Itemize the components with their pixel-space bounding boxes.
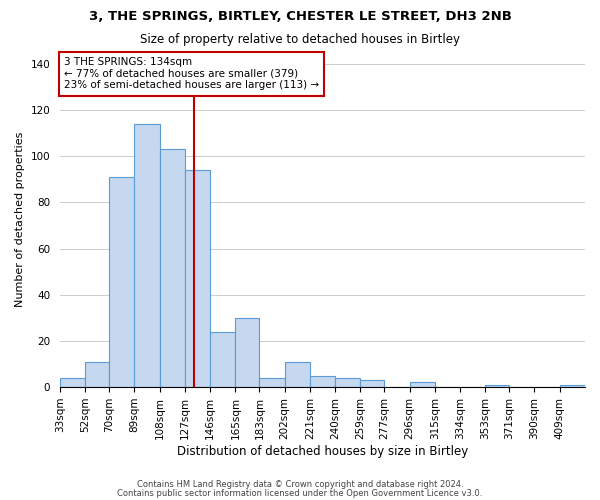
Bar	[160, 150, 185, 387]
Text: 3, THE SPRINGS, BIRTLEY, CHESTER LE STREET, DH3 2NB: 3, THE SPRINGS, BIRTLEY, CHESTER LE STRE…	[89, 10, 511, 23]
Bar	[485, 385, 509, 387]
Text: Contains HM Land Registry data © Crown copyright and database right 2024.: Contains HM Land Registry data © Crown c…	[137, 480, 463, 489]
Text: 3 THE SPRINGS: 134sqm
← 77% of detached houses are smaller (379)
23% of semi-det: 3 THE SPRINGS: 134sqm ← 77% of detached …	[64, 57, 319, 90]
Bar	[284, 362, 310, 387]
Bar	[109, 177, 134, 387]
Bar	[210, 332, 235, 387]
X-axis label: Distribution of detached houses by size in Birtley: Distribution of detached houses by size …	[177, 444, 468, 458]
Bar	[361, 380, 385, 387]
Y-axis label: Number of detached properties: Number of detached properties	[15, 132, 25, 308]
Bar	[259, 378, 284, 387]
Bar	[85, 362, 109, 387]
Text: Size of property relative to detached houses in Birtley: Size of property relative to detached ho…	[140, 32, 460, 46]
Text: Contains public sector information licensed under the Open Government Licence v3: Contains public sector information licen…	[118, 489, 482, 498]
Bar	[410, 382, 435, 387]
Bar	[185, 170, 210, 387]
Bar	[60, 378, 85, 387]
Bar	[310, 376, 335, 387]
Bar	[134, 124, 160, 387]
Bar	[335, 378, 361, 387]
Bar	[235, 318, 259, 387]
Bar	[560, 385, 585, 387]
